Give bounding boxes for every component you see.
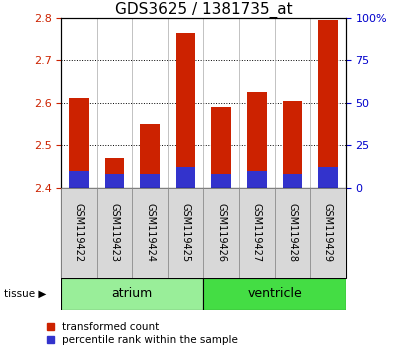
Text: GSM119424: GSM119424 <box>145 203 155 262</box>
Text: GSM119429: GSM119429 <box>323 203 333 262</box>
Bar <box>247 92 267 188</box>
Bar <box>203 278 346 310</box>
Bar <box>168 188 203 278</box>
Bar <box>310 188 346 278</box>
Text: GSM119422: GSM119422 <box>74 203 84 262</box>
Text: atrium: atrium <box>112 287 153 300</box>
Bar <box>282 101 302 188</box>
Text: tissue ▶: tissue ▶ <box>4 289 46 299</box>
Text: GSM119426: GSM119426 <box>216 203 226 262</box>
Text: ventricle: ventricle <box>247 287 302 300</box>
Bar <box>318 20 338 188</box>
Bar <box>176 167 196 188</box>
Bar <box>203 188 239 278</box>
Bar <box>61 188 97 278</box>
Bar <box>140 124 160 188</box>
Bar <box>140 174 160 188</box>
Bar <box>69 171 89 188</box>
Bar <box>69 98 89 188</box>
Bar <box>97 188 132 278</box>
Text: GSM119428: GSM119428 <box>287 203 297 262</box>
Bar <box>176 33 196 188</box>
Bar <box>211 107 231 188</box>
Title: GDS3625 / 1381735_at: GDS3625 / 1381735_at <box>115 1 292 18</box>
Bar <box>105 158 124 188</box>
Bar <box>105 174 124 188</box>
Bar <box>318 167 338 188</box>
Legend: transformed count, percentile rank within the sample: transformed count, percentile rank withi… <box>47 322 238 345</box>
Text: GSM119425: GSM119425 <box>181 203 191 262</box>
Bar <box>132 188 168 278</box>
Bar <box>211 174 231 188</box>
Text: GSM119423: GSM119423 <box>109 203 120 262</box>
Bar <box>247 171 267 188</box>
Bar <box>61 278 203 310</box>
Bar <box>282 174 302 188</box>
Bar <box>275 188 310 278</box>
Text: GSM119427: GSM119427 <box>252 203 262 262</box>
Bar <box>239 188 275 278</box>
